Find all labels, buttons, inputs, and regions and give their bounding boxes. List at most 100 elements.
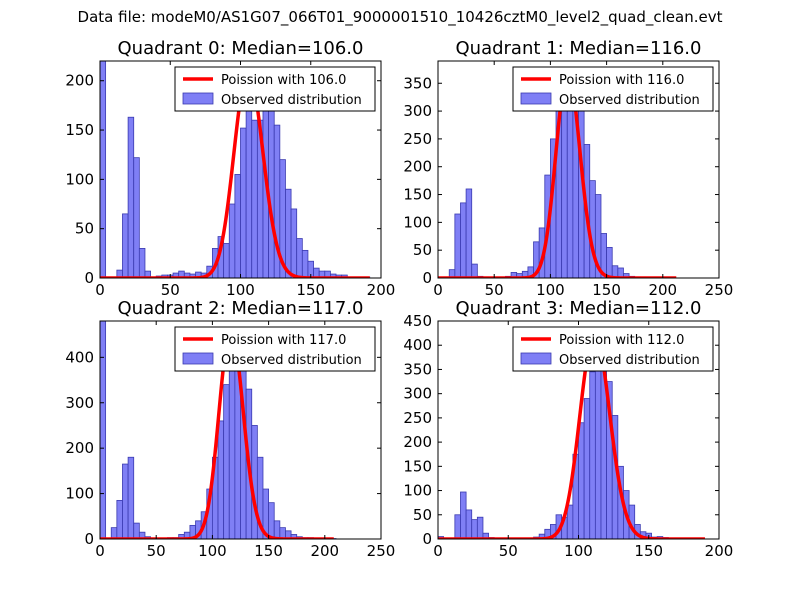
histogram-bar	[454, 213, 461, 278]
histogram-bar	[471, 263, 478, 278]
histogram-bar	[465, 509, 473, 539]
y-tick-label: 250	[403, 130, 432, 148]
poisson-curve	[100, 328, 335, 539]
histogram-bar	[454, 514, 461, 539]
histogram-bar	[228, 203, 236, 278]
x-tick-label: 50	[147, 542, 166, 560]
plot-area	[100, 321, 337, 539]
x-tick-label: 50	[499, 542, 518, 560]
histogram-bar	[606, 246, 613, 278]
y-tick-label: 200	[403, 433, 432, 451]
x-tick-label: 0	[95, 281, 105, 299]
histogram-bar	[223, 384, 230, 539]
x-tick-label: 100	[564, 542, 593, 560]
y-tick-label: 400	[65, 348, 94, 366]
histogram-bar	[589, 371, 596, 539]
legend: Poission with 117.0 Observed distribution	[174, 326, 376, 372]
legend-bar-label: Observed distribution	[559, 93, 700, 108]
chart-quadrant-2: 0 50 100 150 200 250 0 100 200 300 400 Quadrant 2: …	[65, 298, 395, 560]
y-tick-label: 250	[403, 409, 432, 427]
y-tick-label: 0	[84, 530, 94, 548]
y-tick-label: 0	[422, 269, 432, 287]
legend-bar-swatch	[182, 92, 214, 105]
y-tick-label: 150	[65, 121, 94, 139]
y-tick-label: 100	[403, 482, 432, 500]
y-tick-label: 200	[403, 158, 432, 176]
plot-area	[100, 61, 371, 278]
legend-bar-swatch	[520, 92, 552, 105]
histogram-bar	[228, 347, 236, 539]
chart-title: Quadrant 2: Median=117.0	[118, 298, 364, 319]
y-tick-label: 200	[65, 72, 94, 90]
histogram-bar	[133, 522, 140, 539]
x-tick-label: 0	[95, 542, 105, 560]
histogram-bar	[100, 321, 107, 539]
legend-line-label: Poission with 112.0	[559, 333, 684, 348]
histogram-bar	[268, 502, 275, 539]
axes-frame	[437, 60, 720, 279]
histogram-bar	[144, 270, 151, 278]
histogram-bar	[290, 208, 298, 278]
legend: Poission with 116.0 Observed distribution	[512, 66, 714, 112]
histogram-bar	[273, 520, 281, 539]
histogram-bar	[122, 463, 129, 539]
histogram-bar	[301, 249, 309, 278]
chart-quadrant-1: 0 50 100 150 200 250 0 50 100 150 200 250 300 350 Quad…	[403, 38, 733, 299]
x-tick-label: 100	[226, 281, 255, 299]
x-tick-label: 200	[648, 281, 677, 299]
x-tick-label: 0	[433, 281, 443, 299]
histogram-bar	[566, 504, 574, 539]
x-tick-label: 200	[367, 281, 396, 299]
legend-bar-swatch	[182, 352, 214, 365]
chart-quadrant-0: 0 50 100 150 200 0 50 100 150 200 Quadrant 0: Medi…	[65, 38, 395, 299]
histogram-bar	[561, 107, 568, 278]
y-tick-label: 200	[65, 439, 94, 457]
y-tick-label: 350	[403, 360, 432, 378]
chart-title: Quadrant 1: Median=116.0	[456, 38, 702, 59]
histogram-bar	[583, 398, 591, 539]
histogram-bar	[245, 109, 253, 278]
histogram-bar	[122, 213, 129, 278]
y-tick-label: 300	[403, 102, 432, 120]
histogram-bar	[127, 116, 135, 278]
axes-frame	[99, 320, 382, 540]
legend-bar-swatch	[520, 352, 552, 365]
chart-quadrant-3: 0 50 100 150 200050100150200250300350400450Q…	[403, 298, 733, 560]
legend-line-label: Poission with 106.0	[221, 73, 346, 88]
y-tick-label: 50	[75, 220, 94, 238]
y-tick-label: 150	[403, 457, 432, 475]
histogram-bar	[133, 157, 140, 278]
y-tick-label: 300	[403, 385, 432, 403]
y-tick-label: 0	[422, 530, 432, 548]
y-tick-label: 50	[413, 506, 432, 524]
x-tick-label: 250	[367, 542, 396, 560]
x-tick-label: 150	[634, 542, 663, 560]
chart-title: Quadrant 3: Median=112.0	[456, 298, 702, 319]
y-tick-label: 0	[84, 269, 94, 287]
legend-bar-label: Observed distribution	[221, 353, 362, 368]
figure-title: Data file: modeM0/AS1G07_066T01_90000015…	[77, 8, 723, 26]
histogram-bar	[116, 499, 123, 539]
y-tick-label: 350	[403, 74, 432, 92]
histogram-bar	[100, 61, 107, 278]
histogram-bar	[460, 491, 467, 539]
histogram-bar	[460, 202, 467, 278]
histogram-bar	[296, 238, 303, 278]
chart-title: Quadrant 0: Median=106.0	[118, 38, 364, 59]
y-tick-label: 100	[65, 170, 94, 188]
y-tick-label: 100	[65, 485, 94, 503]
x-tick-label: 200	[310, 542, 339, 560]
x-tick-label: 250	[705, 281, 734, 299]
x-tick-label: 150	[296, 281, 325, 299]
y-tick-label: 450	[403, 312, 432, 330]
x-tick-label: 100	[536, 281, 565, 299]
histogram-bar	[240, 127, 247, 278]
legend-line-label: Poission with 117.0	[221, 333, 346, 348]
x-tick-label: 0	[433, 542, 443, 560]
y-tick-label: 100	[403, 213, 432, 231]
poisson-curve	[100, 68, 371, 278]
histogram-bar	[578, 422, 585, 539]
legend-line-label: Poission with 116.0	[559, 73, 684, 88]
x-tick-label: 100	[198, 542, 227, 560]
